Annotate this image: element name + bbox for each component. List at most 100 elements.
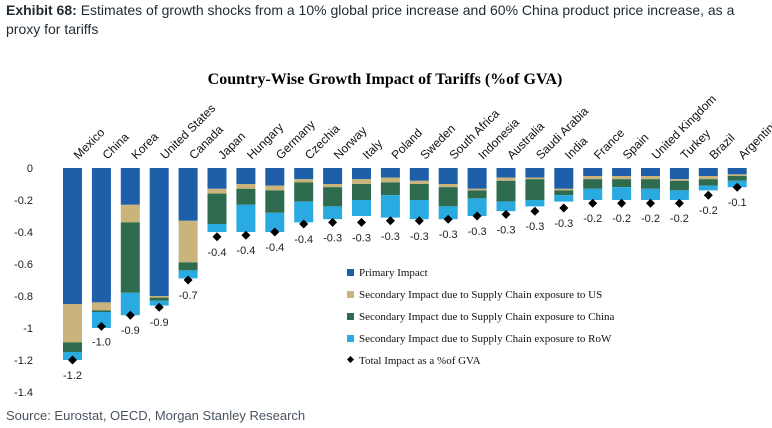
legend-swatch bbox=[347, 291, 354, 298]
bar-segment-1 bbox=[323, 168, 343, 184]
total-label: -0.3 bbox=[554, 218, 573, 230]
bar-segment-4 bbox=[698, 185, 718, 191]
bar-segment-4 bbox=[294, 201, 314, 223]
bar-segment-1 bbox=[438, 168, 458, 184]
total-marker bbox=[241, 230, 251, 240]
bar-segment-4 bbox=[467, 198, 487, 216]
y-tick-label: -1 bbox=[23, 323, 33, 335]
bar-segment-2 bbox=[698, 176, 718, 180]
bar-segment-1 bbox=[525, 168, 545, 178]
bar-segment-4 bbox=[554, 195, 574, 202]
bar-segment-1 bbox=[207, 168, 227, 189]
exhibit-header: Exhibit 68: Estimates of growth shocks f… bbox=[6, 1, 768, 39]
total-label: -0.3 bbox=[381, 231, 400, 243]
bar-segment-3 bbox=[641, 179, 660, 189]
y-tick-label: -1.4 bbox=[14, 387, 33, 399]
bar-segment-1 bbox=[554, 168, 574, 189]
total-label: -0.3 bbox=[525, 221, 544, 233]
bar-segment-4 bbox=[178, 270, 198, 279]
bar-segment-1 bbox=[352, 168, 371, 180]
y-tick-label: -1.2 bbox=[14, 355, 33, 367]
bar-segment-2 bbox=[265, 185, 285, 191]
bar-segment-2 bbox=[727, 174, 747, 176]
bar-segment-2 bbox=[467, 188, 487, 191]
bar-segment-4 bbox=[323, 206, 343, 220]
total-label: -0.1 bbox=[728, 197, 747, 209]
total-marker bbox=[559, 203, 569, 213]
bar-segment-3 bbox=[583, 179, 603, 189]
total-label: -0.2 bbox=[699, 205, 718, 217]
bar-segment-2 bbox=[236, 184, 256, 189]
bar-segment-4 bbox=[496, 201, 516, 212]
bar-segment-4 bbox=[120, 292, 140, 316]
total-label: -1.0 bbox=[92, 336, 111, 348]
bar-segment-1 bbox=[63, 168, 82, 304]
total-markers: -1.2 -1.0 -0.9 -0.9 -0.7 -0.4 -0.4 -0.4 -0.4 -0.3… bbox=[63, 182, 747, 382]
exhibit-caption: Estimates of growth shocks from a 10% gl… bbox=[6, 2, 735, 37]
legend-label: Secondary Impact due to Supply Chain exp… bbox=[359, 333, 612, 345]
bar-segment-2 bbox=[554, 188, 574, 191]
total-marker bbox=[588, 198, 598, 208]
total-marker bbox=[443, 214, 453, 224]
bar-segment-1 bbox=[91, 168, 111, 303]
legend-marker bbox=[347, 356, 354, 363]
bar-segment-4 bbox=[409, 200, 429, 220]
bar-segment-1 bbox=[236, 168, 256, 184]
bar-segment-3 bbox=[727, 176, 747, 181]
bar-segment-1 bbox=[178, 168, 198, 221]
bar-segment-1 bbox=[496, 168, 516, 178]
bar-segment-3 bbox=[669, 180, 689, 191]
bar-segment-2 bbox=[669, 179, 689, 181]
bar-segment-1 bbox=[409, 168, 429, 181]
bar-segment-2 bbox=[178, 220, 198, 263]
total-marker bbox=[125, 310, 135, 320]
bar-segment-3 bbox=[380, 182, 400, 196]
bar-segment-3 bbox=[294, 182, 314, 202]
bar-segment-3 bbox=[236, 188, 256, 205]
bar-segment-1 bbox=[467, 168, 487, 189]
bar-segment-2 bbox=[409, 180, 429, 184]
bar-segment-2 bbox=[207, 188, 227, 194]
category-label: Poland bbox=[389, 126, 425, 162]
total-label: -0.3 bbox=[497, 224, 516, 236]
total-label: -0.3 bbox=[439, 229, 458, 241]
bar-segment-2 bbox=[294, 179, 314, 183]
bar-segment-1 bbox=[698, 168, 718, 176]
total-label: -0.4 bbox=[236, 245, 255, 257]
bar-segment-2 bbox=[91, 302, 111, 311]
bar-segment-3 bbox=[525, 179, 545, 200]
bar-segment-4 bbox=[207, 224, 227, 232]
bar-segment-4 bbox=[91, 312, 111, 328]
total-label: -0.3 bbox=[410, 231, 429, 243]
total-label: -0.9 bbox=[150, 317, 169, 329]
total-label: -0.2 bbox=[641, 213, 660, 225]
bar-segment-1 bbox=[265, 168, 285, 186]
bar-segment-2 bbox=[496, 177, 516, 181]
total-marker bbox=[96, 321, 106, 331]
bar-segment-3 bbox=[63, 342, 82, 352]
total-label: -0.3 bbox=[323, 232, 342, 244]
bar-segment-1 bbox=[641, 168, 660, 176]
total-marker bbox=[646, 198, 655, 208]
bar-segment-1 bbox=[727, 168, 747, 175]
bar-segment-2 bbox=[641, 176, 660, 180]
bar-segment-3 bbox=[612, 179, 632, 188]
bar-segment-4 bbox=[352, 200, 371, 216]
bar-segment-3 bbox=[178, 262, 198, 271]
bar-segment-4 bbox=[380, 195, 400, 218]
bar-segment-1 bbox=[612, 168, 632, 176]
bar-segment-4 bbox=[583, 188, 603, 200]
y-tick-label: -0.8 bbox=[14, 291, 33, 303]
bar-segment-1 bbox=[669, 168, 689, 180]
total-marker bbox=[154, 302, 164, 312]
bar-segment-2 bbox=[380, 177, 400, 183]
total-label: -0.3 bbox=[352, 232, 371, 244]
total-marker bbox=[212, 232, 222, 242]
bar-segment-3 bbox=[698, 179, 718, 186]
legend-label: Total Impact as a %of GVA bbox=[359, 355, 481, 367]
bar-segment-4 bbox=[612, 187, 632, 200]
bar-segment-3 bbox=[207, 193, 227, 224]
total-marker bbox=[414, 216, 424, 226]
category-label: Mexico bbox=[71, 125, 108, 162]
